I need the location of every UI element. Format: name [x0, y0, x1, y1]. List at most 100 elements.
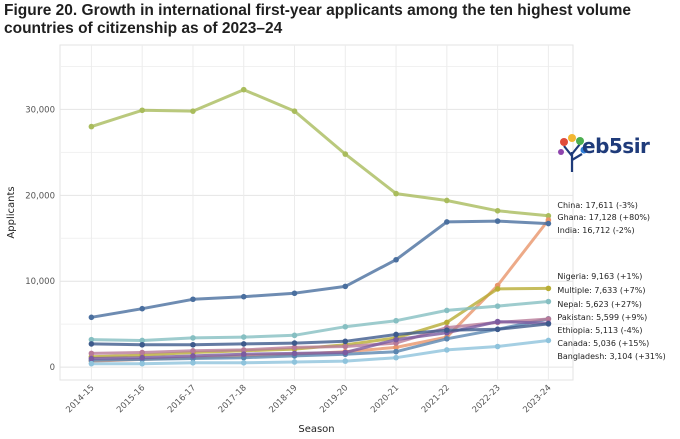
data-point — [393, 331, 399, 338]
data-point — [291, 344, 298, 351]
y-tick-label: 30,000 — [25, 105, 55, 115]
data-point — [139, 107, 145, 114]
data-point — [88, 123, 95, 130]
data-point — [444, 219, 450, 225]
x-tick-label: 2019-20 — [318, 383, 350, 415]
series-line — [91, 300, 549, 342]
data-point — [342, 283, 349, 290]
x-tick-label: 2014-15 — [64, 383, 96, 415]
data-point — [139, 349, 145, 356]
x-tick-label: 2017-18 — [217, 383, 249, 415]
data-point — [393, 336, 399, 343]
eb5sir-logo: eb5sir — [558, 130, 664, 174]
data-point — [393, 354, 399, 361]
series-end-label: Bangladesh: 3,104 (+31%) — [557, 352, 665, 361]
data-point — [494, 326, 501, 333]
y-tick-label: 10,000 — [25, 277, 55, 287]
series-end-label: Pakistan: 5,599 (+9%) — [557, 313, 647, 322]
series-line — [91, 339, 549, 366]
data-point — [494, 218, 501, 224]
x-tick-label: 2015-16 — [115, 383, 147, 415]
x-tick-label: 2023-24 — [521, 383, 553, 415]
data-point — [291, 332, 298, 339]
data-point — [444, 335, 450, 342]
data-point — [139, 337, 145, 344]
series-end-label: China: 17,611 (-3%) — [557, 201, 637, 210]
data-point — [342, 323, 349, 330]
x-tick-label: 2021-22 — [420, 383, 452, 415]
data-point — [444, 327, 450, 333]
data-point — [240, 341, 247, 347]
data-point — [88, 341, 95, 347]
data-point — [139, 341, 145, 348]
x-tick-label: 2020-21 — [369, 383, 401, 415]
data-point — [545, 220, 552, 227]
data-point — [494, 343, 501, 350]
data-point — [240, 351, 247, 358]
data-point — [444, 307, 450, 314]
data-point — [240, 347, 247, 353]
series-end-label: Ghana: 17,128 (+80%) — [557, 213, 650, 222]
data-point — [494, 286, 501, 292]
data-point — [444, 347, 450, 353]
data-point — [291, 108, 298, 114]
figure-title: Figure 20. Growth in international first… — [4, 2, 631, 37]
data-point — [545, 213, 552, 219]
data-point — [291, 350, 298, 357]
data-point — [88, 360, 95, 367]
series-line — [91, 317, 549, 362]
logo-wordmark: eb5sir — [582, 134, 650, 158]
data-point — [240, 360, 247, 366]
data-point — [342, 349, 349, 356]
series-line — [90, 88, 549, 218]
data-point — [291, 290, 298, 297]
data-point — [190, 360, 196, 366]
series-end-label: Nepal: 5,623 (+27%) — [557, 300, 642, 309]
data-point — [545, 316, 552, 322]
series-end-label: India: 16,712 (-2%) — [557, 226, 634, 235]
data-point — [545, 285, 552, 292]
x-tick-label: 2018-19 — [267, 383, 299, 415]
data-point — [393, 348, 399, 355]
data-point — [545, 321, 552, 327]
data-point — [240, 334, 247, 340]
x-tick-label: 2016-17 — [166, 383, 198, 415]
data-point — [291, 359, 298, 365]
data-point — [190, 353, 196, 359]
data-point — [444, 319, 450, 326]
x-tick-label: 2022-23 — [471, 383, 503, 415]
data-point — [240, 86, 247, 93]
data-point — [291, 340, 298, 346]
series-end-label: Nigeria: 9,163 (+1%) — [557, 272, 642, 281]
series-line — [91, 219, 549, 319]
data-point — [190, 341, 196, 348]
series-line — [91, 317, 549, 355]
data-point — [393, 190, 399, 197]
data-point — [494, 303, 501, 309]
data-point — [190, 296, 196, 303]
tree-logo-icon — [558, 134, 588, 172]
data-point — [342, 358, 349, 364]
data-point — [88, 355, 95, 362]
data-point — [240, 293, 247, 300]
x-axis-label: Season — [298, 424, 334, 435]
series-line — [91, 322, 549, 347]
data-point — [545, 337, 552, 344]
data-point — [545, 298, 552, 305]
y-tick-label: 0 — [50, 363, 55, 373]
data-point — [88, 350, 95, 357]
y-axis-label: Applicants — [6, 186, 17, 238]
data-point — [342, 338, 349, 345]
data-point — [190, 108, 196, 114]
data-point — [139, 354, 145, 361]
data-point — [393, 256, 399, 263]
series-line — [91, 320, 549, 360]
data-point — [494, 207, 501, 214]
data-point — [494, 318, 501, 325]
data-point — [342, 151, 349, 157]
data-point — [393, 317, 399, 324]
data-point — [139, 305, 145, 312]
series-end-label: Ethiopia: 5,113 (-4%) — [557, 326, 642, 335]
data-point — [88, 336, 95, 343]
